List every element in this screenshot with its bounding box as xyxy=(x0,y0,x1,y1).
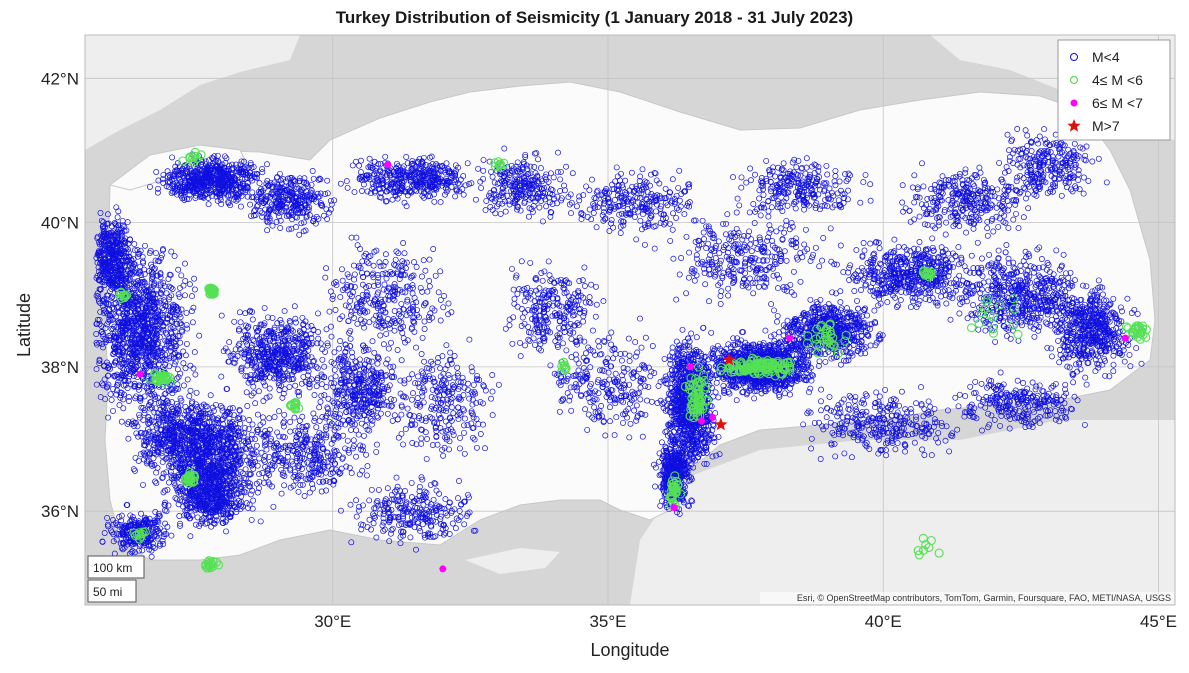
quake-marker-small xyxy=(182,352,189,359)
quake-marker-small xyxy=(180,360,187,367)
quake-marker-small xyxy=(151,409,158,416)
quake-marker-small xyxy=(175,291,182,298)
quake-marker-small xyxy=(173,400,180,407)
quake-marker-small xyxy=(187,387,194,394)
quake-marker-small xyxy=(145,304,152,311)
quake-marker-small xyxy=(141,393,148,400)
quake-marker-small xyxy=(147,390,154,397)
quake-marker-small xyxy=(164,312,171,319)
quake-marker-small xyxy=(141,299,148,306)
quake-marker-small xyxy=(150,317,156,324)
figure-title: Turkey Distribution of Seismicity (1 Jan… xyxy=(335,8,854,27)
basemap xyxy=(85,35,1175,605)
quake-marker-small xyxy=(171,253,178,260)
quake-marker-small xyxy=(172,328,179,335)
quake-marker-small xyxy=(96,316,103,323)
quake-marker-small xyxy=(112,358,119,365)
quake-marker-small xyxy=(186,281,193,288)
southern-landmass xyxy=(630,420,1175,605)
quake-marker-small xyxy=(184,325,191,332)
quake-marker-small xyxy=(116,402,123,409)
quake-marker-small xyxy=(171,361,178,368)
quake-marker-small xyxy=(157,289,164,296)
quake-marker-small xyxy=(191,275,198,282)
quake-marker-small xyxy=(149,319,156,326)
quake-marker-small xyxy=(182,260,188,267)
quake-marker-small xyxy=(175,266,182,273)
northern-landmass xyxy=(85,35,300,150)
quake-marker-small xyxy=(138,279,145,286)
quake-marker-small xyxy=(175,374,182,381)
turkey-landmass xyxy=(104,81,1156,561)
quake-marker-small xyxy=(196,332,203,339)
cyprus-island xyxy=(465,548,560,574)
quake-marker-small xyxy=(131,373,137,380)
quake-marker-small xyxy=(118,418,125,425)
quake-marker-small xyxy=(133,269,140,276)
quake-marker-small xyxy=(188,308,195,315)
quake-marker-small xyxy=(126,394,132,401)
quake-marker-small xyxy=(114,387,121,394)
quake-marker-small xyxy=(166,355,173,362)
quake-marker-small xyxy=(100,344,106,351)
